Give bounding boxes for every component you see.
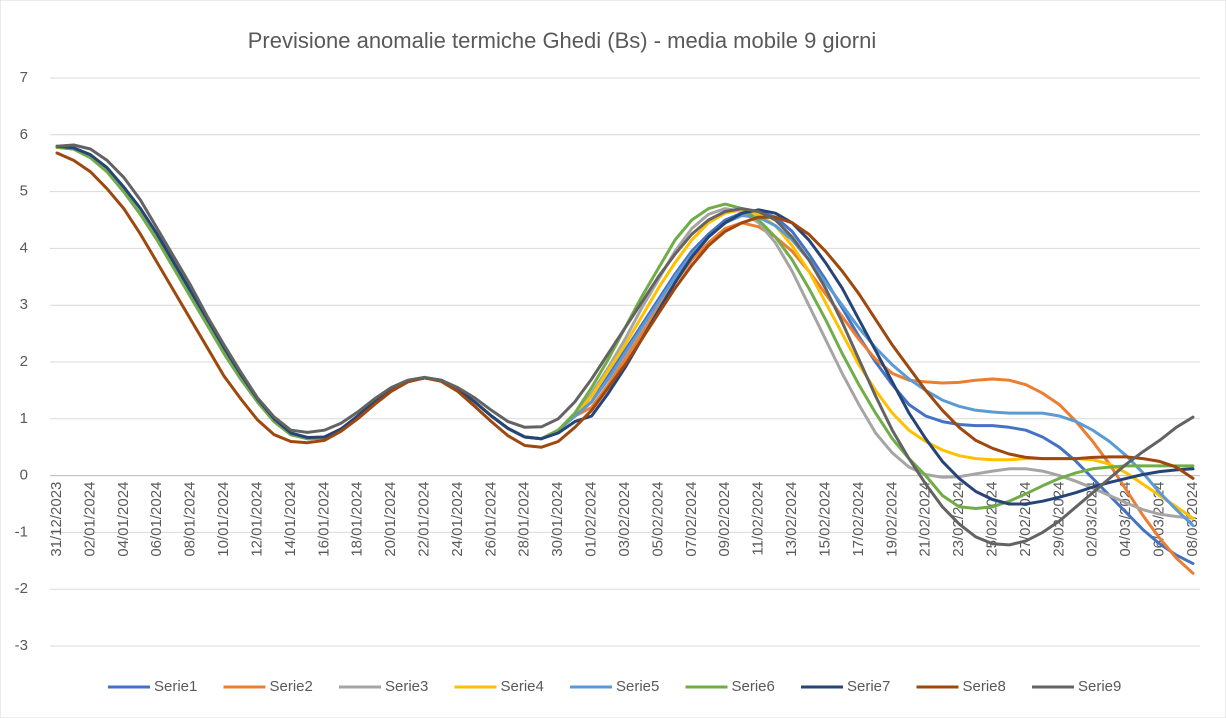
x-tick-label: 24/01/2024 <box>449 482 466 557</box>
x-tick-label: 31/12/2023 <box>48 482 65 557</box>
legend-label: Serie5 <box>616 678 659 695</box>
y-tick-label: 4 <box>20 239 28 256</box>
series-line <box>55 143 1195 547</box>
y-tick-label: -2 <box>15 580 28 597</box>
x-tick-label: 13/02/2024 <box>783 482 800 557</box>
legend-label: Serie3 <box>385 678 428 695</box>
y-tick-label: 7 <box>20 69 28 86</box>
x-tick-label: 07/02/2024 <box>683 482 700 557</box>
y-tick-label: 0 <box>20 467 28 484</box>
x-tick-label: 01/02/2024 <box>583 482 600 557</box>
chart-title: Previsione anomalie termiche Ghedi (Bs) … <box>248 28 877 53</box>
legend-label: Serie6 <box>732 678 775 695</box>
x-tick-label: 05/02/2024 <box>649 482 666 557</box>
legend-label: Serie2 <box>270 678 313 695</box>
x-tick-label: 26/01/2024 <box>482 482 499 557</box>
x-tick-label: 03/02/2024 <box>616 482 633 557</box>
y-tick-label: -3 <box>15 637 28 654</box>
x-tick-label: 28/01/2024 <box>516 482 533 557</box>
x-tick-label: 23/02/2024 <box>950 482 967 557</box>
x-tick-label: 09/02/2024 <box>716 482 733 557</box>
y-tick-label: -1 <box>15 523 28 540</box>
x-tick-label: 22/01/2024 <box>415 482 432 557</box>
y-tick-label: 3 <box>20 296 28 313</box>
legend-label: Serie7 <box>847 678 890 695</box>
x-tick-label: 30/01/2024 <box>549 482 566 557</box>
x-tick-label: 19/02/2024 <box>883 482 900 557</box>
x-tick-label: 11/02/2024 <box>750 482 767 556</box>
x-tick-label: 02/01/2024 <box>81 482 98 557</box>
x-tick-label: 10/01/2024 <box>215 482 232 557</box>
x-tick-label: 20/01/2024 <box>382 482 399 557</box>
x-tick-label: 02/03/2024 <box>1084 482 1101 557</box>
x-tick-label: 29/02/2024 <box>1050 482 1067 557</box>
x-tick-label: 04/01/2024 <box>115 482 132 557</box>
legend-label: Serie4 <box>501 678 544 695</box>
x-tick-label: 15/02/2024 <box>816 482 833 557</box>
x-tick-label: 17/02/2024 <box>850 482 867 557</box>
series-line <box>55 151 1195 480</box>
x-tick-label: 12/01/2024 <box>248 482 265 557</box>
legend-label: Serie1 <box>154 678 197 695</box>
y-tick-label: 2 <box>20 353 28 370</box>
y-tick-label: 5 <box>20 183 28 200</box>
x-tick-label: 06/01/2024 <box>148 482 165 557</box>
legend-label: Serie8 <box>963 678 1006 695</box>
y-tick-label: 6 <box>20 126 28 143</box>
x-tick-label: 14/01/2024 <box>282 482 299 557</box>
legend-label: Serie9 <box>1078 678 1121 695</box>
x-tick-label: 16/01/2024 <box>315 482 332 557</box>
x-tick-label: 18/01/2024 <box>349 482 366 557</box>
x-tick-label: 08/01/2024 <box>182 482 199 557</box>
x-tick-label: 21/02/2024 <box>917 482 934 557</box>
y-tick-label: 1 <box>20 410 28 427</box>
